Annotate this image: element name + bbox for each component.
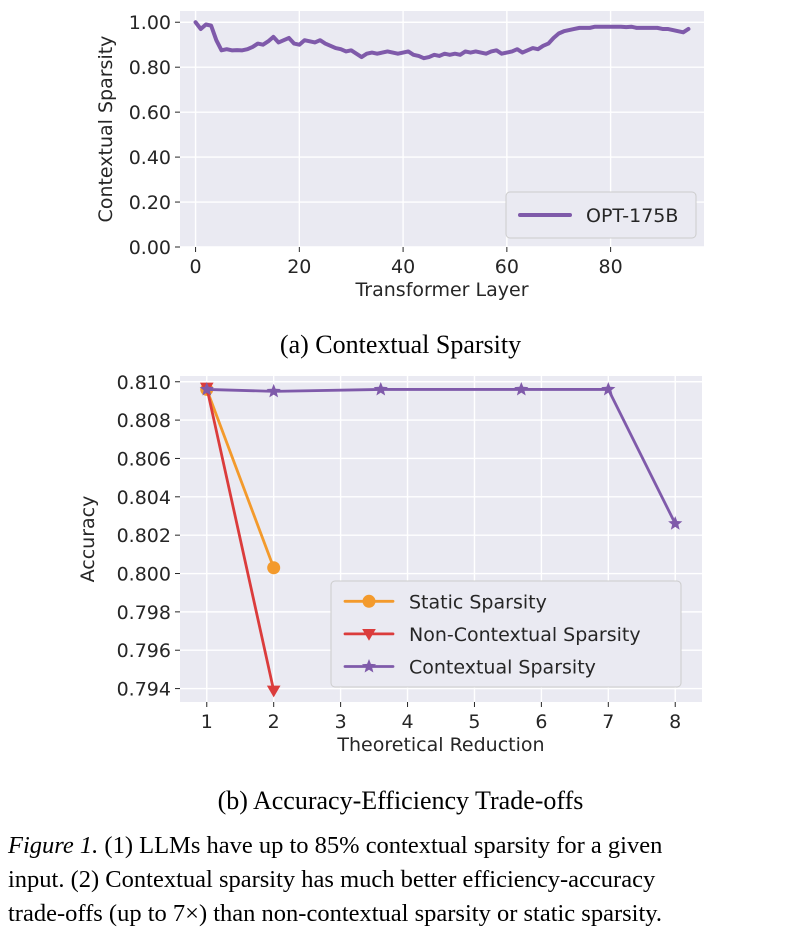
data-point xyxy=(373,381,388,396)
x-tick-label: 8 xyxy=(669,711,681,733)
y-tick-label: 0.796 xyxy=(117,640,171,662)
series-line xyxy=(205,386,276,692)
x-tick-label: 20 xyxy=(287,256,311,278)
y-tick-label: 0.800 xyxy=(117,564,171,586)
x-tick-label: 7 xyxy=(602,711,614,733)
legend-label: Non-Contextual Sparsity xyxy=(409,624,641,646)
data-point xyxy=(266,685,281,698)
series-line xyxy=(205,388,677,526)
sparsity-by-layer-chart: 0.00 0.20 0.40 0.60 0.80 1.00 0 20 40 60 80 Transfo… xyxy=(95,11,704,301)
caption-label: Figure 1. xyxy=(8,832,99,859)
data-point xyxy=(267,561,281,575)
x-tick-label: 6 xyxy=(535,711,547,733)
x-tick-label: 60 xyxy=(495,256,519,278)
y-tick-label: 0.808 xyxy=(117,410,171,432)
y-tick-label: 0.794 xyxy=(117,679,171,701)
caption-line-3: trade-offs (up to 7×) than non-contextua… xyxy=(8,900,663,927)
data-point xyxy=(601,381,616,396)
x-axis-label: Theoretical Reduction xyxy=(336,734,544,756)
x-tick-label: 3 xyxy=(335,711,347,733)
subcaption-a: (a) Contextual Sparsity xyxy=(279,330,522,359)
data-point xyxy=(266,383,281,398)
y-tick-label: 0.806 xyxy=(117,448,171,470)
figure-caption: Figure 1. (1) LLMs have up to 85% contex… xyxy=(8,829,794,931)
y-tick-label: 0.00 xyxy=(129,237,171,259)
x-axis-label: Transformer Layer xyxy=(354,279,528,301)
legend: OPT-175B xyxy=(505,191,697,239)
x-tick-label: 5 xyxy=(468,711,480,733)
data-point xyxy=(668,516,683,530)
legend-box xyxy=(330,580,682,688)
legend: Static Sparsity Non-Contextual Sparsity Co… xyxy=(330,580,682,688)
caption-line-2: input. (2) Contextual sparsity has much … xyxy=(8,866,656,893)
y-axis-label: Contextual Sparsity xyxy=(95,36,117,223)
legend-marker xyxy=(362,594,376,608)
caption-line-1: (1) LLMs have up to 85% contextual spars… xyxy=(98,832,663,859)
y-tick-label: 0.80 xyxy=(129,57,171,79)
data-point xyxy=(199,381,214,396)
x-tick-label: 1 xyxy=(201,711,213,733)
subcaption-b: (b) Accuracy-Efficiency Trade-offs xyxy=(217,786,584,815)
legend-marker xyxy=(361,659,377,673)
legend-label: Contextual Sparsity xyxy=(409,657,596,679)
y-tick-label: 0.804 xyxy=(117,487,171,509)
y-tick-label: 0.810 xyxy=(117,372,171,394)
y-tick-label: 1.00 xyxy=(129,12,171,34)
legend-marker xyxy=(362,629,376,641)
y-tick-label: 0.60 xyxy=(129,102,171,124)
y-tick-label: 0.20 xyxy=(129,192,171,214)
y-tick-label: 0.798 xyxy=(117,602,171,624)
y-tick-label: 0.802 xyxy=(117,525,171,547)
x-tick-label: 40 xyxy=(391,256,415,278)
data-point xyxy=(514,381,529,396)
x-tick-label: 80 xyxy=(599,256,623,278)
x-tick-label: 4 xyxy=(401,711,413,733)
series-line xyxy=(205,388,276,570)
y-axis-label: Accuracy xyxy=(77,496,99,583)
y-tick-label: 0.40 xyxy=(129,147,171,169)
x-tick-label: 0 xyxy=(190,256,202,278)
legend-label: OPT-175B xyxy=(586,205,678,227)
legend-label: Static Sparsity xyxy=(409,591,547,613)
series-line xyxy=(193,20,691,61)
x-tick-label: 2 xyxy=(268,711,280,733)
accuracy-tradeoff-chart: 0.794 0.796 0.798 0.800 0.802 0.804 0.806 0.808… xyxy=(77,372,702,756)
legend-box xyxy=(505,191,697,239)
